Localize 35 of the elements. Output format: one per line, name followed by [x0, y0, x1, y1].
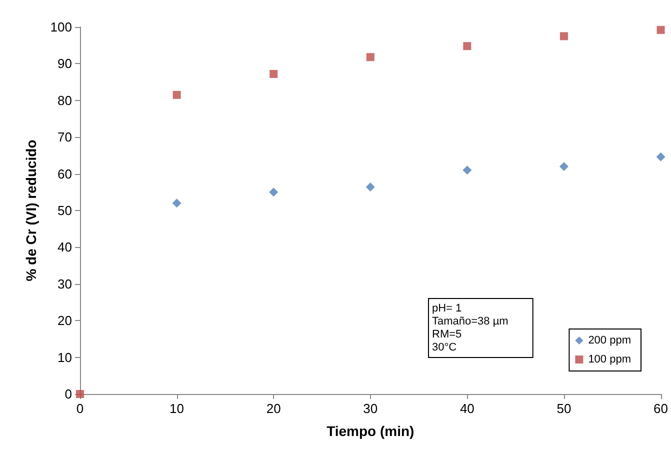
y-tick-label: 0: [64, 386, 72, 402]
y-tick-label: 20: [58, 313, 72, 328]
point: [172, 90, 181, 99]
y-tick-label: 30: [58, 276, 72, 292]
point: [656, 152, 666, 162]
y-tick-label: 80: [58, 92, 72, 108]
x-axis-title: Tiempo (min): [326, 423, 414, 439]
point: [462, 166, 472, 175]
x-tick-label: 0: [76, 401, 84, 416]
x-tick-label: 20: [266, 401, 281, 416]
legend-label: 100 ppm: [588, 354, 632, 366]
x-tick-label: 30: [363, 401, 378, 416]
x-tick-label: 50: [556, 401, 572, 416]
y-axis-title: % de Cr (VI) reducido: [23, 140, 39, 282]
x-tick-label: 60: [654, 401, 668, 416]
y-tick-label: 100: [50, 20, 72, 34]
point: [366, 53, 374, 62]
point: [559, 162, 568, 171]
y-tick-label: 70: [58, 130, 72, 145]
point: [269, 188, 278, 197]
y-tick-label: 90: [58, 56, 72, 72]
point: [656, 26, 665, 34]
y-tick-label: 60: [58, 166, 72, 182]
point: [270, 70, 278, 78]
point: [172, 198, 182, 208]
x-tick-label: 10: [170, 401, 184, 416]
x-tick-label: 40: [460, 401, 474, 416]
point: [366, 182, 375, 192]
point: [463, 42, 472, 50]
legend-label: 200 ppm: [588, 334, 632, 346]
point: [560, 32, 568, 40]
annotation: pH= 1 Tamaño=38 µm RM=5 30°C: [432, 302, 508, 354]
y-tick-label: 10: [58, 350, 72, 365]
y-tick-label: 50: [58, 203, 72, 218]
y-tick-label: 40: [58, 240, 72, 255]
